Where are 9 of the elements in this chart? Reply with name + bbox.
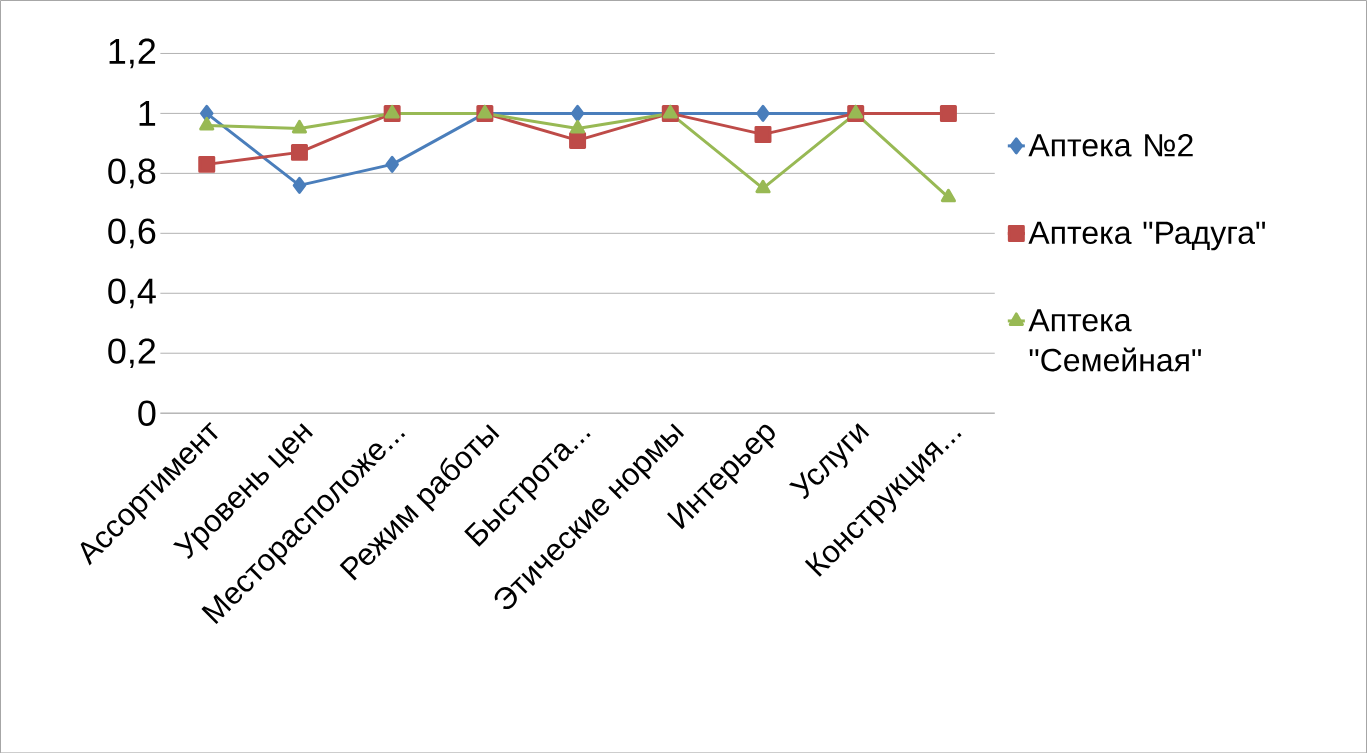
y-tick-label: 0,6 bbox=[108, 218, 156, 248]
y-tick-label: 1,2 bbox=[109, 38, 156, 69]
legend-label: Аптека "Радуга" bbox=[1028, 221, 1265, 251]
y-tick-label: 0,8 bbox=[108, 158, 156, 189]
legend-label: Аптека "Семейная" bbox=[1028, 308, 1201, 372]
y-tick-label: 0,2 bbox=[108, 338, 156, 368]
legend-label: Аптека №2 bbox=[1028, 133, 1193, 157]
y-tick-label: 1 bbox=[139, 100, 156, 126]
y-tick-label: 0,4 bbox=[108, 278, 156, 308]
